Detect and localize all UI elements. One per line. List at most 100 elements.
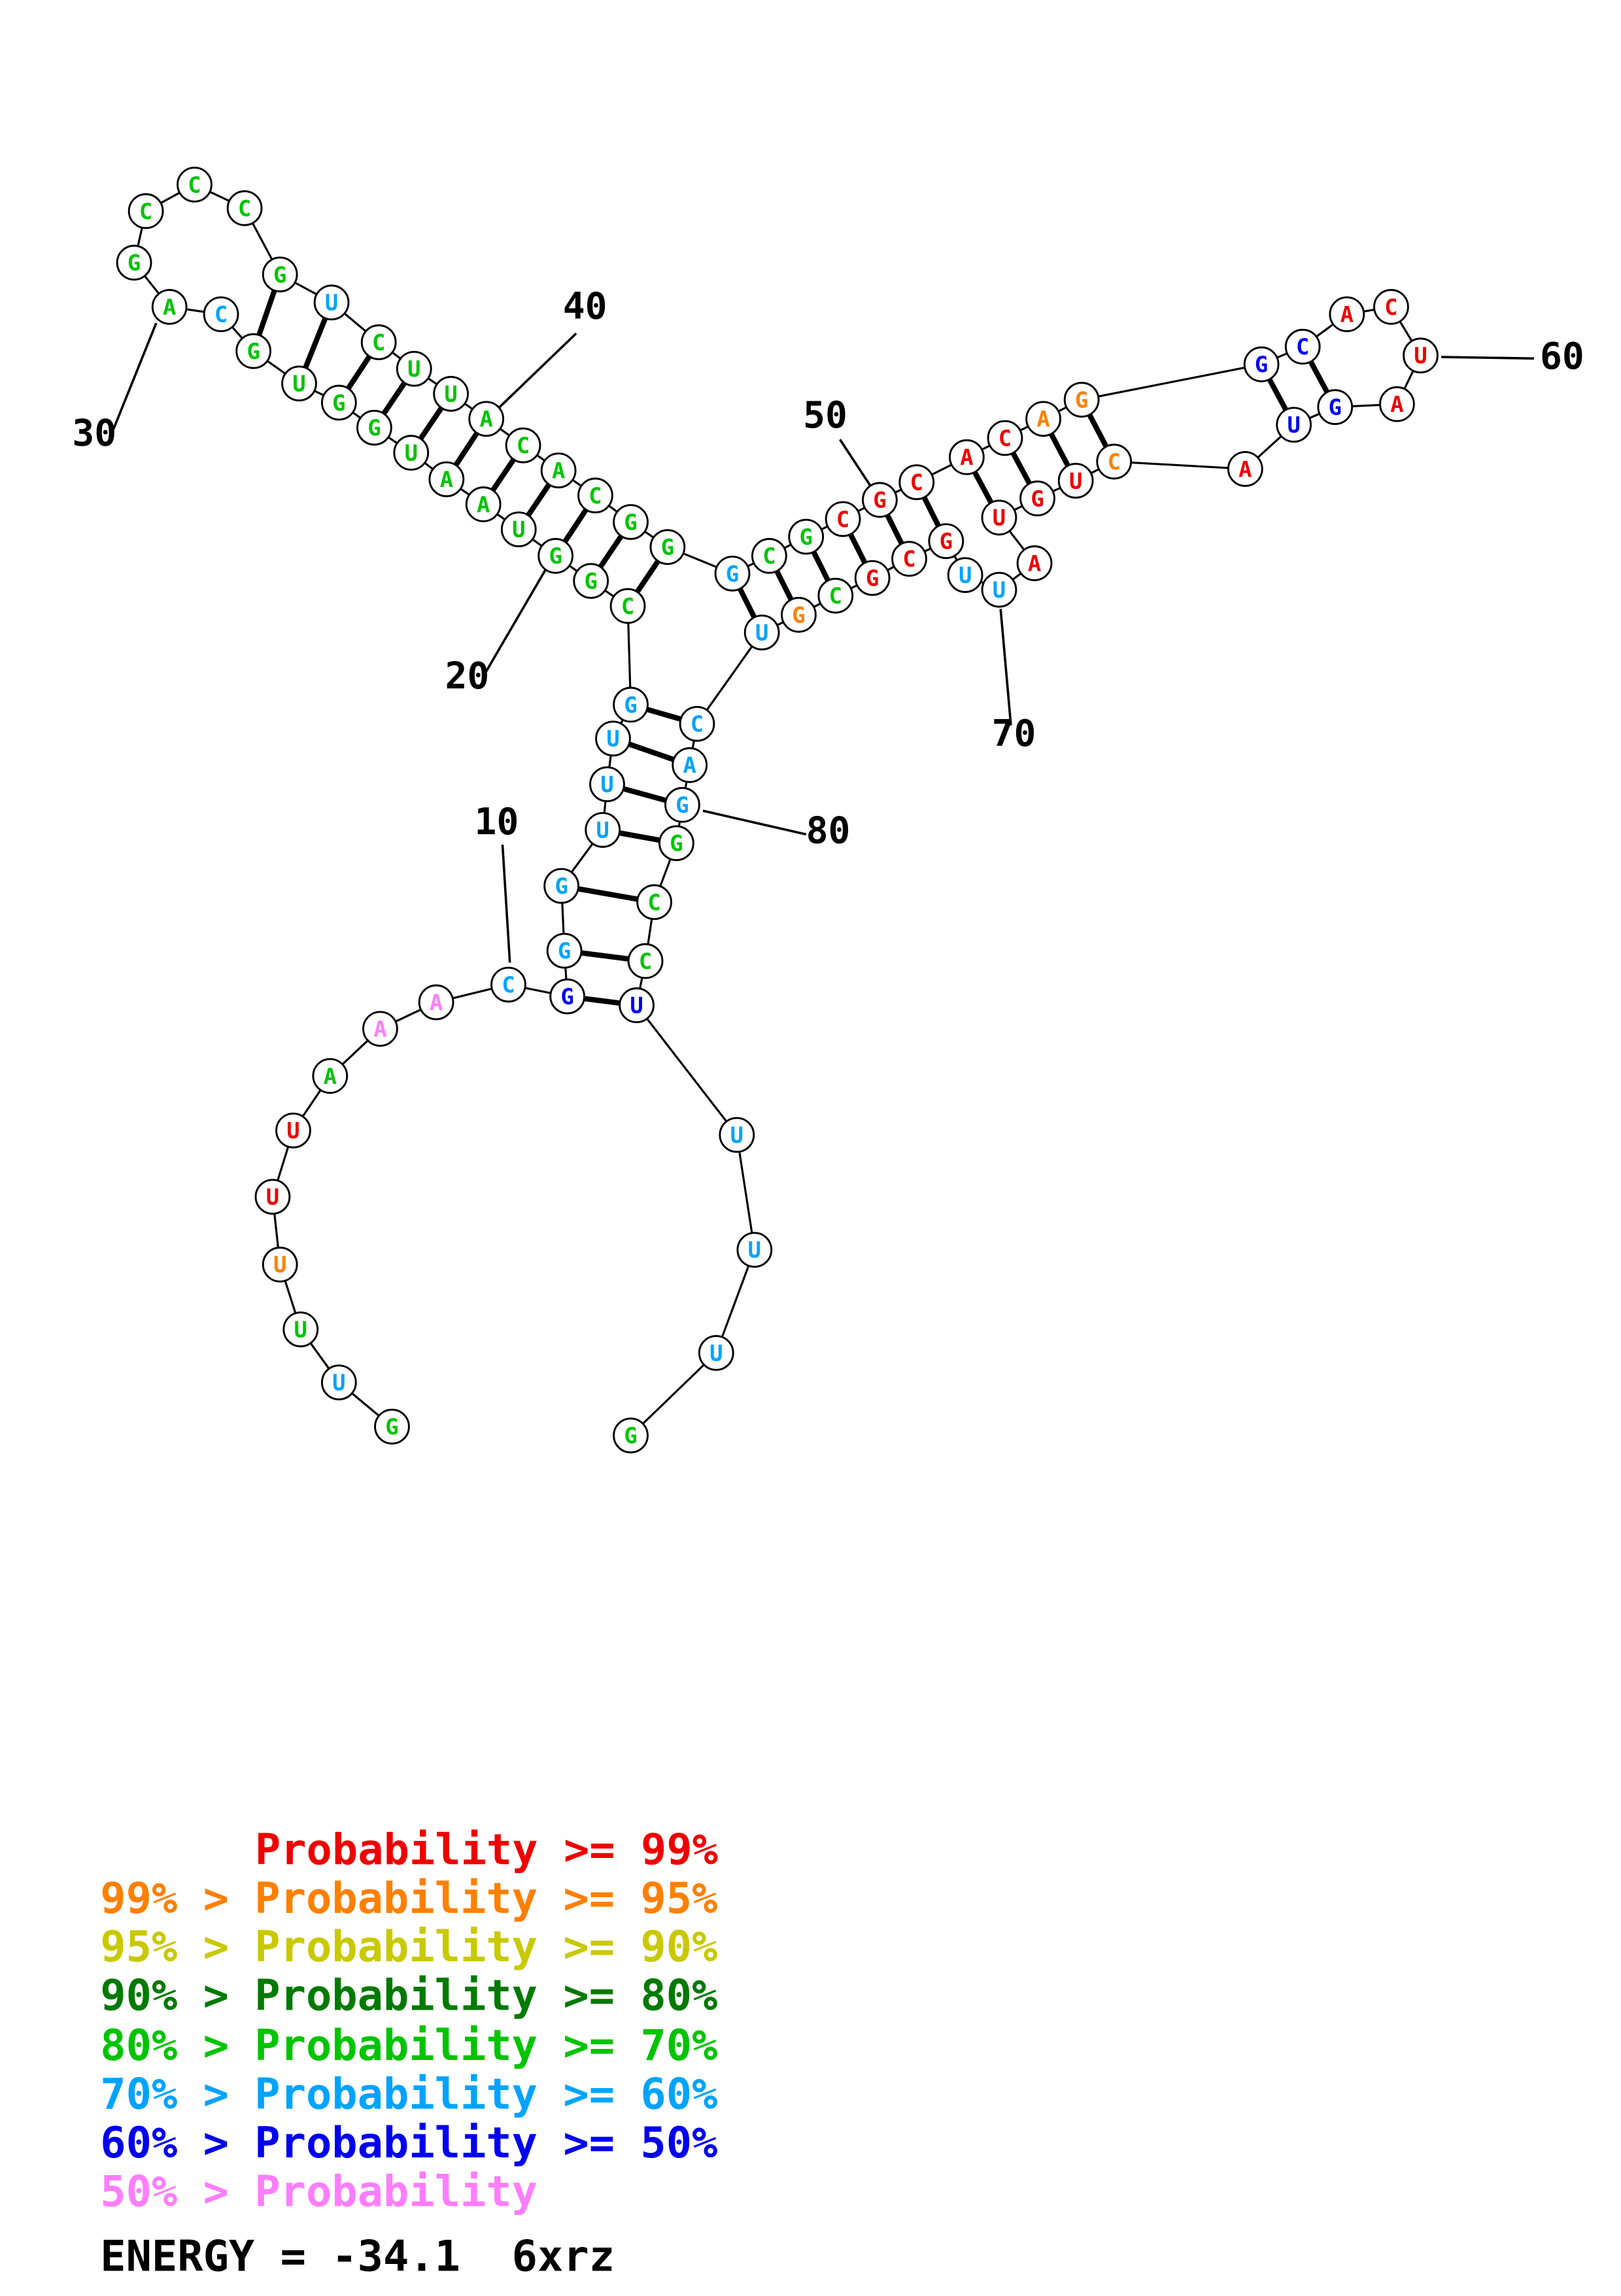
nucleotide-letter: U bbox=[273, 1252, 286, 1277]
nucleotide-letter: U bbox=[444, 381, 457, 407]
position-pointer-lines bbox=[112, 322, 1535, 963]
nucleotide-30: A bbox=[151, 289, 188, 325]
nucleotide-79: A bbox=[672, 747, 708, 783]
nucleotide-circle bbox=[356, 409, 392, 446]
nucleotide-letter: G bbox=[624, 1423, 637, 1449]
position-labels: 10 20 30 40 50 60 70 80 bbox=[72, 285, 1584, 852]
nucleotide-circle bbox=[589, 766, 625, 802]
nucleotide-circle bbox=[281, 365, 317, 401]
nucleotide-82: C bbox=[636, 884, 672, 920]
nucleotide-39: U bbox=[433, 376, 469, 412]
nucleotide-letter: G bbox=[940, 529, 953, 554]
position-label-60: 60 bbox=[1540, 335, 1584, 378]
nucleotide-letter: G bbox=[661, 535, 674, 560]
nucleotide-letter: U bbox=[1069, 468, 1082, 494]
probability-legend: Probability >= 99%99% > Probability >= 9… bbox=[100, 1825, 718, 2282]
nucleotide-36: U bbox=[313, 284, 350, 321]
nucleotide-circle bbox=[540, 452, 577, 488]
nucleotide-76: G bbox=[781, 597, 817, 633]
legend-line-6: 70% > Probability >= 60% bbox=[100, 2070, 717, 2119]
nucleotide-45: G bbox=[649, 529, 686, 566]
nucleotide-65: C bbox=[1096, 443, 1133, 480]
nucleotide-letter: G bbox=[385, 1414, 398, 1440]
nucleotide-letter: G bbox=[675, 792, 689, 818]
nucleotide-circle bbox=[177, 166, 213, 203]
nucleotide-circle bbox=[549, 978, 586, 1015]
backbone-bonds bbox=[133, 183, 1422, 1436]
nucleotide-letter: U bbox=[512, 517, 525, 543]
nucleotide-circle bbox=[116, 245, 152, 281]
legend-line-8: 50% > Probability bbox=[100, 2167, 537, 2216]
nucleotide-10: C bbox=[490, 966, 526, 1003]
backbone-bond bbox=[636, 1004, 738, 1136]
legend-line-5: 80% > Probability >= 70% bbox=[100, 2021, 717, 2070]
nucleotide-letter: A bbox=[1036, 407, 1049, 432]
nucleotide-circle bbox=[719, 1117, 755, 1153]
legend-line-1: Probability >= 99% bbox=[255, 1825, 718, 1875]
nucleotide-circle bbox=[1057, 462, 1094, 499]
nucleotide-letter: C bbox=[517, 433, 530, 458]
backbone-bond bbox=[696, 632, 763, 725]
nucleotide-35: G bbox=[262, 256, 298, 293]
nucleotide-letter: C bbox=[502, 972, 515, 998]
nucleotide-68: U bbox=[981, 499, 1017, 536]
nucleotide-6: U bbox=[275, 1112, 311, 1149]
nucleotide-circle bbox=[428, 461, 465, 498]
nucleotide-letter: U bbox=[748, 1238, 761, 1263]
nucleotide-letter: A bbox=[1028, 551, 1041, 577]
nucleotide-circle bbox=[490, 966, 526, 1003]
nucleotide-letter: G bbox=[866, 566, 879, 591]
nucleotide-circle bbox=[658, 825, 694, 862]
backbone-bond bbox=[736, 1134, 756, 1250]
nucleotide-7: A bbox=[312, 1058, 349, 1094]
legend-line-2: 99% > Probability >= 95% bbox=[100, 1874, 717, 1923]
nucleotide-48: G bbox=[788, 518, 825, 555]
nucleotide-letter: G bbox=[792, 602, 805, 628]
position-pointer-line bbox=[1441, 356, 1535, 360]
nucleotide-circle bbox=[500, 511, 537, 548]
nucleotide-circle bbox=[282, 1311, 319, 1347]
nucleotide-letter: G bbox=[585, 569, 598, 594]
nucleotide-circle bbox=[573, 563, 609, 599]
nucleotide-circle bbox=[1243, 346, 1280, 382]
nucleotide-27: U bbox=[281, 365, 317, 401]
nucleotide-circle bbox=[1329, 296, 1365, 333]
nucleotide-59: C bbox=[1373, 289, 1409, 325]
nucleotide-circle bbox=[585, 812, 621, 848]
position-pointer-line bbox=[497, 332, 577, 410]
nucleotide-letter: G bbox=[670, 831, 683, 856]
nucleotide-11: G bbox=[549, 978, 586, 1015]
nucleotide-16: U bbox=[595, 720, 631, 757]
backbone-bond bbox=[715, 1249, 756, 1354]
nucleotide-circle bbox=[465, 486, 502, 522]
nucleotide-56: G bbox=[1243, 346, 1280, 382]
nucleotide-80: G bbox=[664, 786, 700, 823]
nucleotide-circle bbox=[577, 477, 613, 514]
nucleotide-50: G bbox=[862, 482, 898, 518]
nucleotide-circle bbox=[1276, 407, 1312, 443]
nucleotide-letter: A bbox=[324, 1064, 337, 1089]
nucleotide-circle bbox=[1227, 450, 1263, 487]
nucleotide-letter: U bbox=[993, 505, 1006, 531]
nucleotide-circle bbox=[862, 482, 898, 518]
nucleotide-letter: G bbox=[1329, 395, 1342, 420]
nucleotide-19: G bbox=[573, 563, 609, 599]
nucleotide-letter: C bbox=[910, 470, 923, 496]
nucleotide-33: C bbox=[177, 166, 213, 203]
nucleotide-58: A bbox=[1329, 296, 1365, 333]
nucleotide-75: C bbox=[817, 577, 854, 614]
nucleotide-26: G bbox=[320, 384, 357, 421]
nucleotide-circle bbox=[226, 190, 263, 226]
nucleotide-circle bbox=[949, 439, 985, 475]
position-pointer-line bbox=[702, 809, 807, 836]
nucleotide-53: C bbox=[987, 420, 1023, 456]
nucleotide-circle bbox=[235, 333, 272, 369]
nucleotide-letter: A bbox=[430, 990, 443, 1015]
nucleotide-letter: U bbox=[959, 563, 972, 588]
nucleotide-73: C bbox=[891, 541, 927, 577]
nucleotide-letter: U bbox=[1414, 343, 1427, 369]
nucleotide-letter: A bbox=[1390, 392, 1403, 417]
nucleotide-46: G bbox=[714, 555, 751, 592]
